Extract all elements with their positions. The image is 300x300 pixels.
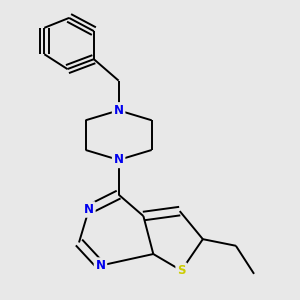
Text: S: S	[177, 264, 186, 277]
Text: N: N	[95, 259, 106, 272]
Text: N: N	[114, 104, 124, 117]
Text: N: N	[114, 153, 124, 167]
Text: N: N	[84, 203, 94, 216]
